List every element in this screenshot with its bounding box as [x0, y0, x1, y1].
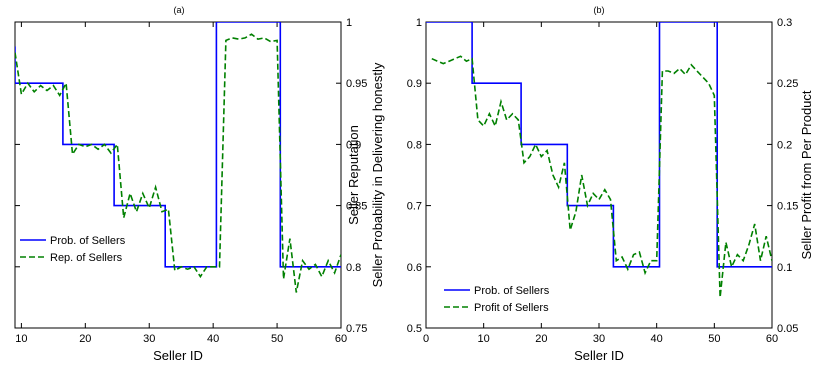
chart-panel-a: (a) 10 20 30 40 50 60 Seller ID 0.75 0.8 0.85 0.9 0.… [14, 5, 367, 363]
y-tick-label: 0.7 [407, 201, 422, 213]
y2-tick-label: 0.05 [777, 323, 798, 335]
y-tick-label: 0.6 [407, 262, 422, 274]
x-tick-label: 40 [651, 333, 663, 345]
x-tick-label: 30 [143, 333, 155, 345]
series-line-2 [15, 33, 341, 293]
y2-tick-label: 0.25 [777, 78, 798, 90]
legend-label: Rep. of Sellers [50, 252, 123, 264]
y2-tick-label: 0.9 [346, 139, 361, 151]
axes-box [14, 21, 342, 329]
y-axis-label: Seller Probability in Delivering honestl… [370, 62, 385, 287]
y-tick-label: 1 [416, 17, 422, 29]
legend-label: Prob. of Sellers [50, 235, 126, 247]
y-tick-label: 0.5 [407, 323, 422, 335]
y2-tick-label: 0.95 [346, 78, 367, 90]
series-line-2 [431, 55, 772, 298]
x-tick-label: 20 [535, 333, 547, 345]
x-tick-label: 20 [79, 333, 91, 345]
x-axis-label: Seller ID [153, 348, 203, 363]
legend-label: Prob. of Sellers [474, 285, 550, 297]
x-axis-label: Seller ID [574, 348, 624, 363]
y2-tick-label: 0.75 [346, 323, 367, 335]
x-tick-label: 60 [766, 333, 778, 345]
y2-tick-label: 0.2 [777, 139, 792, 151]
x-tick-label: 10 [15, 333, 27, 345]
y-tick-label: 0.9 [407, 78, 422, 90]
y2-tick-label: 0.15 [777, 201, 798, 213]
y-tick-label: 0.8 [407, 139, 422, 151]
x-tick-label: 50 [271, 333, 283, 345]
x-tick-label: 0 [423, 333, 429, 345]
y2-tick-label: 0.1 [777, 262, 792, 274]
chart-title: (b) [594, 5, 605, 15]
y2-axis-label: Seller Profit from Per Product [799, 90, 814, 259]
legend-label: Profit of Sellers [474, 302, 549, 314]
chart-title: (a) [174, 5, 185, 15]
x-tick-label: 40 [207, 333, 219, 345]
y2-tick-label: 0.3 [777, 17, 792, 29]
y2-tick-label: 0.85 [346, 201, 367, 213]
x-tick-label: 60 [335, 333, 347, 345]
series-line-1 [15, 22, 341, 268]
x-tick-label: 30 [593, 333, 605, 345]
y2-tick-label: 1 [346, 17, 352, 29]
chart-panel-b: (b) 0 10 20 30 40 50 60 Seller ID 0.5 0.6 0.7 0.8 0.9… [370, 5, 814, 363]
x-tick-label: 10 [478, 333, 490, 345]
x-tick-label: 50 [708, 333, 720, 345]
y2-tick-label: 0.8 [346, 262, 361, 274]
series-line-1 [426, 22, 772, 268]
y2-axis-label: Seller Reputation [346, 125, 361, 225]
